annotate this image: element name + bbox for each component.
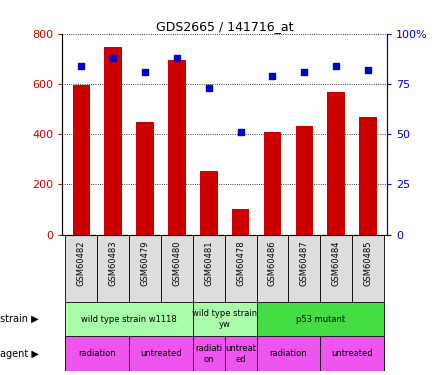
Point — [110, 55, 117, 61]
Text: untreat
ed: untreat ed — [225, 344, 256, 363]
Bar — [352, 235, 384, 302]
Bar — [225, 235, 257, 302]
Text: untreated: untreated — [140, 350, 182, 358]
Bar — [328, 92, 345, 235]
Point — [205, 85, 212, 91]
Bar — [200, 171, 218, 235]
Bar — [288, 235, 320, 302]
Bar — [264, 132, 281, 235]
Text: GSM60481: GSM60481 — [204, 240, 213, 285]
Point — [142, 69, 149, 75]
Bar — [136, 122, 154, 235]
Title: GDS2665 / 141716_at: GDS2665 / 141716_at — [156, 20, 293, 33]
Text: untreated: untreated — [332, 350, 373, 358]
Text: p53 mutant: p53 mutant — [296, 315, 345, 324]
Point — [174, 55, 181, 61]
Text: GSM60487: GSM60487 — [300, 240, 309, 286]
Text: wild type strain w1118: wild type strain w1118 — [81, 315, 177, 324]
Text: wild type strain
yw: wild type strain yw — [192, 309, 257, 329]
Text: GSM60479: GSM60479 — [141, 240, 150, 285]
Bar — [225, 336, 257, 371]
Text: GSM60483: GSM60483 — [109, 240, 118, 286]
Point — [332, 63, 340, 69]
Text: radiati
on: radiati on — [195, 344, 222, 363]
Bar — [129, 235, 161, 302]
Point — [301, 69, 308, 75]
Bar — [65, 302, 193, 336]
Bar — [257, 235, 288, 302]
Bar — [257, 302, 384, 336]
Point — [269, 73, 276, 79]
Text: GSM60484: GSM60484 — [332, 240, 341, 285]
Bar — [320, 336, 384, 371]
Point — [78, 63, 85, 69]
Point — [364, 67, 372, 73]
Text: GSM60478: GSM60478 — [236, 240, 245, 286]
Bar — [161, 235, 193, 302]
Text: radiation: radiation — [270, 350, 307, 358]
Text: GSM60480: GSM60480 — [173, 240, 182, 285]
Point — [237, 129, 244, 135]
Bar — [359, 117, 377, 235]
Bar — [65, 235, 97, 302]
Bar — [73, 86, 90, 235]
Bar — [97, 235, 129, 302]
Bar — [65, 336, 129, 371]
Bar — [295, 126, 313, 235]
Text: strain ▶: strain ▶ — [0, 314, 39, 324]
Bar — [193, 336, 225, 371]
Bar — [105, 46, 122, 235]
Text: GSM60486: GSM60486 — [268, 240, 277, 286]
Bar — [129, 336, 193, 371]
Bar — [193, 235, 225, 302]
Text: radiation: radiation — [78, 350, 116, 358]
Bar — [193, 302, 257, 336]
Text: agent ▶: agent ▶ — [0, 349, 39, 359]
Bar — [320, 235, 352, 302]
Bar — [168, 60, 186, 235]
Bar — [232, 209, 249, 235]
Text: GSM60482: GSM60482 — [77, 240, 86, 285]
Text: GSM60485: GSM60485 — [364, 240, 372, 285]
Bar — [257, 336, 320, 371]
